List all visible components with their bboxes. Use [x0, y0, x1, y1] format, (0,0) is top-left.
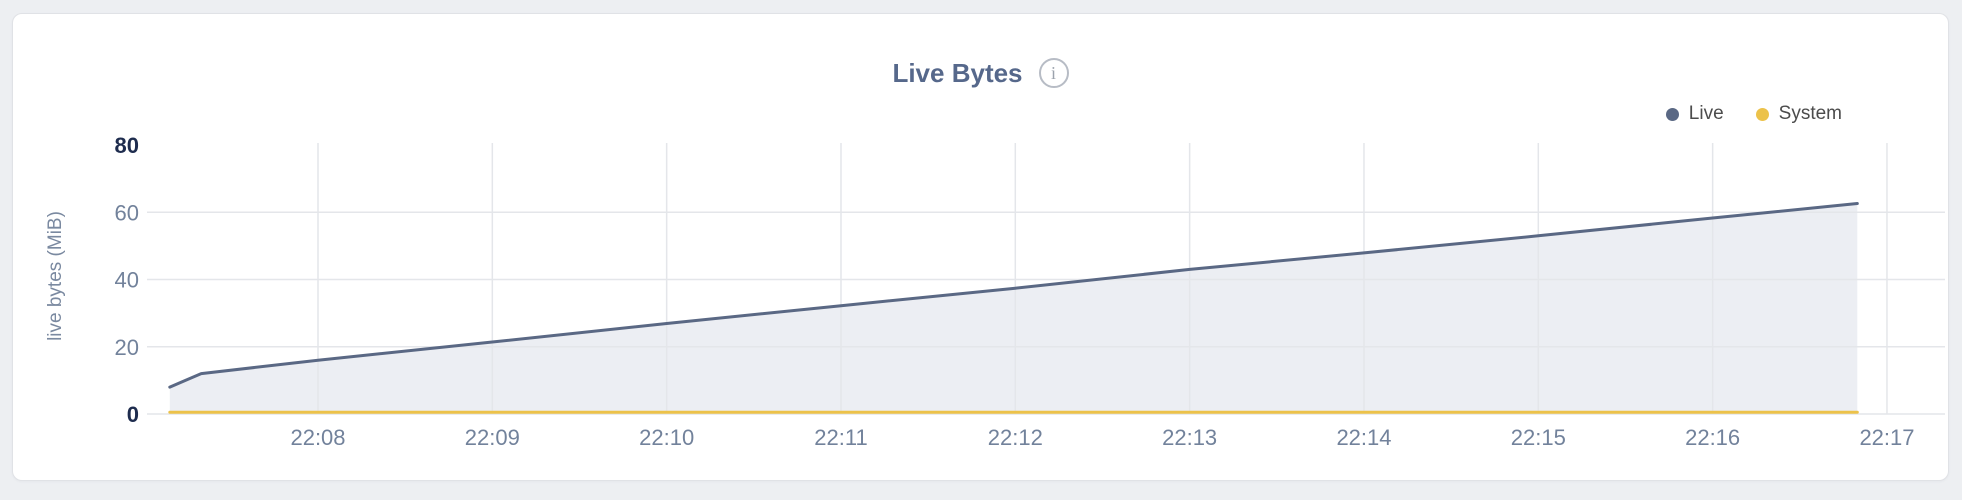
legend-item-label: Live: [1688, 103, 1724, 124]
legend-item-live[interactable]: Live: [1665, 103, 1724, 125]
legend-dot-system: [1755, 107, 1769, 121]
x-tick-label: 22:10: [639, 425, 694, 450]
x-tick-label: 22:13: [1162, 425, 1217, 450]
legend-dot-live: [1665, 107, 1679, 121]
x-tick-label: 22:08: [290, 425, 345, 450]
y-tick-label: 0: [127, 402, 139, 427]
x-tick-label: 22:11: [814, 425, 867, 450]
chart-header: Live Bytes i: [13, 58, 1948, 88]
x-tick-label: 22:12: [988, 425, 1043, 450]
y-tick-label: 40: [115, 268, 139, 293]
chart-legend: Live System: [1665, 103, 1842, 125]
x-tick-label: 22:15: [1511, 425, 1566, 450]
legend-item-label: System: [1778, 103, 1842, 124]
info-icon[interactable]: i: [1038, 58, 1069, 88]
y-tick-label: 20: [115, 335, 139, 360]
chart-title: Live Bytes: [892, 58, 1023, 88]
chart-card: 0 20 40 60 80 22:08 22:09 22:10 22:11 22:12 22:13 2…: [12, 13, 1949, 481]
x-tick-label: 22:14: [1336, 425, 1391, 450]
x-tick-label: 22:09: [465, 425, 520, 450]
live-bytes-area-chart[interactable]: 0 20 40 60 80 22:08 22:09 22:10 22:11 22:12 22:13 2…: [13, 14, 1950, 482]
x-tick-label: 22:16: [1685, 425, 1740, 450]
x-tick-label: 22:17: [1859, 425, 1914, 450]
y-axis-title: live bytes (MiB): [45, 211, 66, 341]
live-line: [168, 202, 1859, 389]
live-area: [169, 203, 1858, 414]
y-tick-label: 60: [115, 200, 139, 225]
y-tick-label: 80: [115, 133, 139, 158]
legend-item-system[interactable]: System: [1755, 103, 1842, 125]
